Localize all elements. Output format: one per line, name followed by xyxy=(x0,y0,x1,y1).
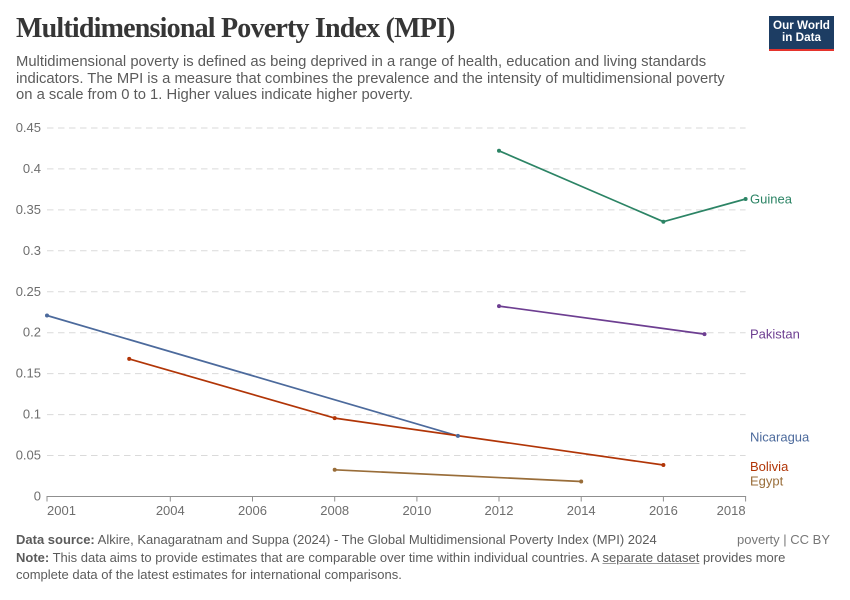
svg-text:2008: 2008 xyxy=(320,503,349,518)
svg-text:2001: 2001 xyxy=(47,503,76,518)
svg-text:2014: 2014 xyxy=(567,503,596,518)
svg-text:Nicaragua: Nicaragua xyxy=(750,430,810,445)
svg-text:2012: 2012 xyxy=(485,503,514,518)
svg-text:Bolivia: Bolivia xyxy=(750,459,789,474)
svg-text:0: 0 xyxy=(34,489,41,504)
svg-text:0.25: 0.25 xyxy=(16,284,41,299)
svg-text:2010: 2010 xyxy=(402,503,431,518)
svg-text:Guinea: Guinea xyxy=(750,192,793,207)
svg-text:0.05: 0.05 xyxy=(16,448,41,463)
svg-text:Egypt: Egypt xyxy=(750,474,784,489)
svg-text:2006: 2006 xyxy=(238,503,267,518)
svg-text:0.4: 0.4 xyxy=(23,161,41,176)
svg-text:Pakistan: Pakistan xyxy=(750,327,800,342)
svg-text:0.3: 0.3 xyxy=(23,243,41,258)
svg-text:2016: 2016 xyxy=(649,503,678,518)
svg-text:0.45: 0.45 xyxy=(16,120,41,135)
svg-text:0.35: 0.35 xyxy=(16,202,41,217)
svg-text:0.15: 0.15 xyxy=(16,366,41,381)
svg-text:0.1: 0.1 xyxy=(23,407,41,422)
svg-text:2018: 2018 xyxy=(717,503,746,518)
svg-text:0.2: 0.2 xyxy=(23,325,41,340)
svg-text:2004: 2004 xyxy=(156,503,185,518)
